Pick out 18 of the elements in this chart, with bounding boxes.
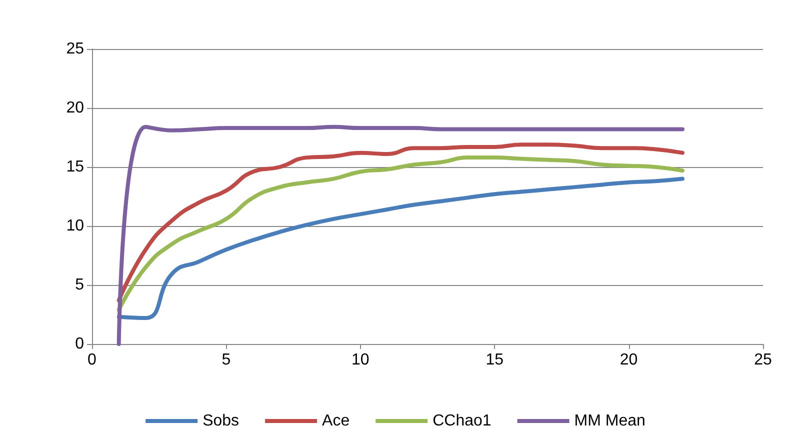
legend-label: Sobs [202,412,240,430]
y-tick-label: 5 [75,276,84,294]
x-tick-label: 20 [620,352,638,368]
y-tick-label: 10 [66,218,84,234]
legend-label: CChao1 [432,412,492,430]
x-tick-label: 5 [222,352,231,368]
line-series [116,124,684,346]
x-tick-label: 15 [486,352,504,368]
line-series [116,176,684,320]
y-tick-label: 15 [66,158,84,176]
y-tick-label: 20 [66,100,84,116]
x-tick-label: 25 [754,352,772,368]
x-tick-label: 0 [88,352,97,368]
y-tick-label: 0 [75,336,84,352]
x-tick-label: 10 [352,352,370,368]
legend-label: Ace [322,412,350,430]
legend-label: MM Mean [574,412,646,430]
y-tick-label: 25 [66,40,84,58]
